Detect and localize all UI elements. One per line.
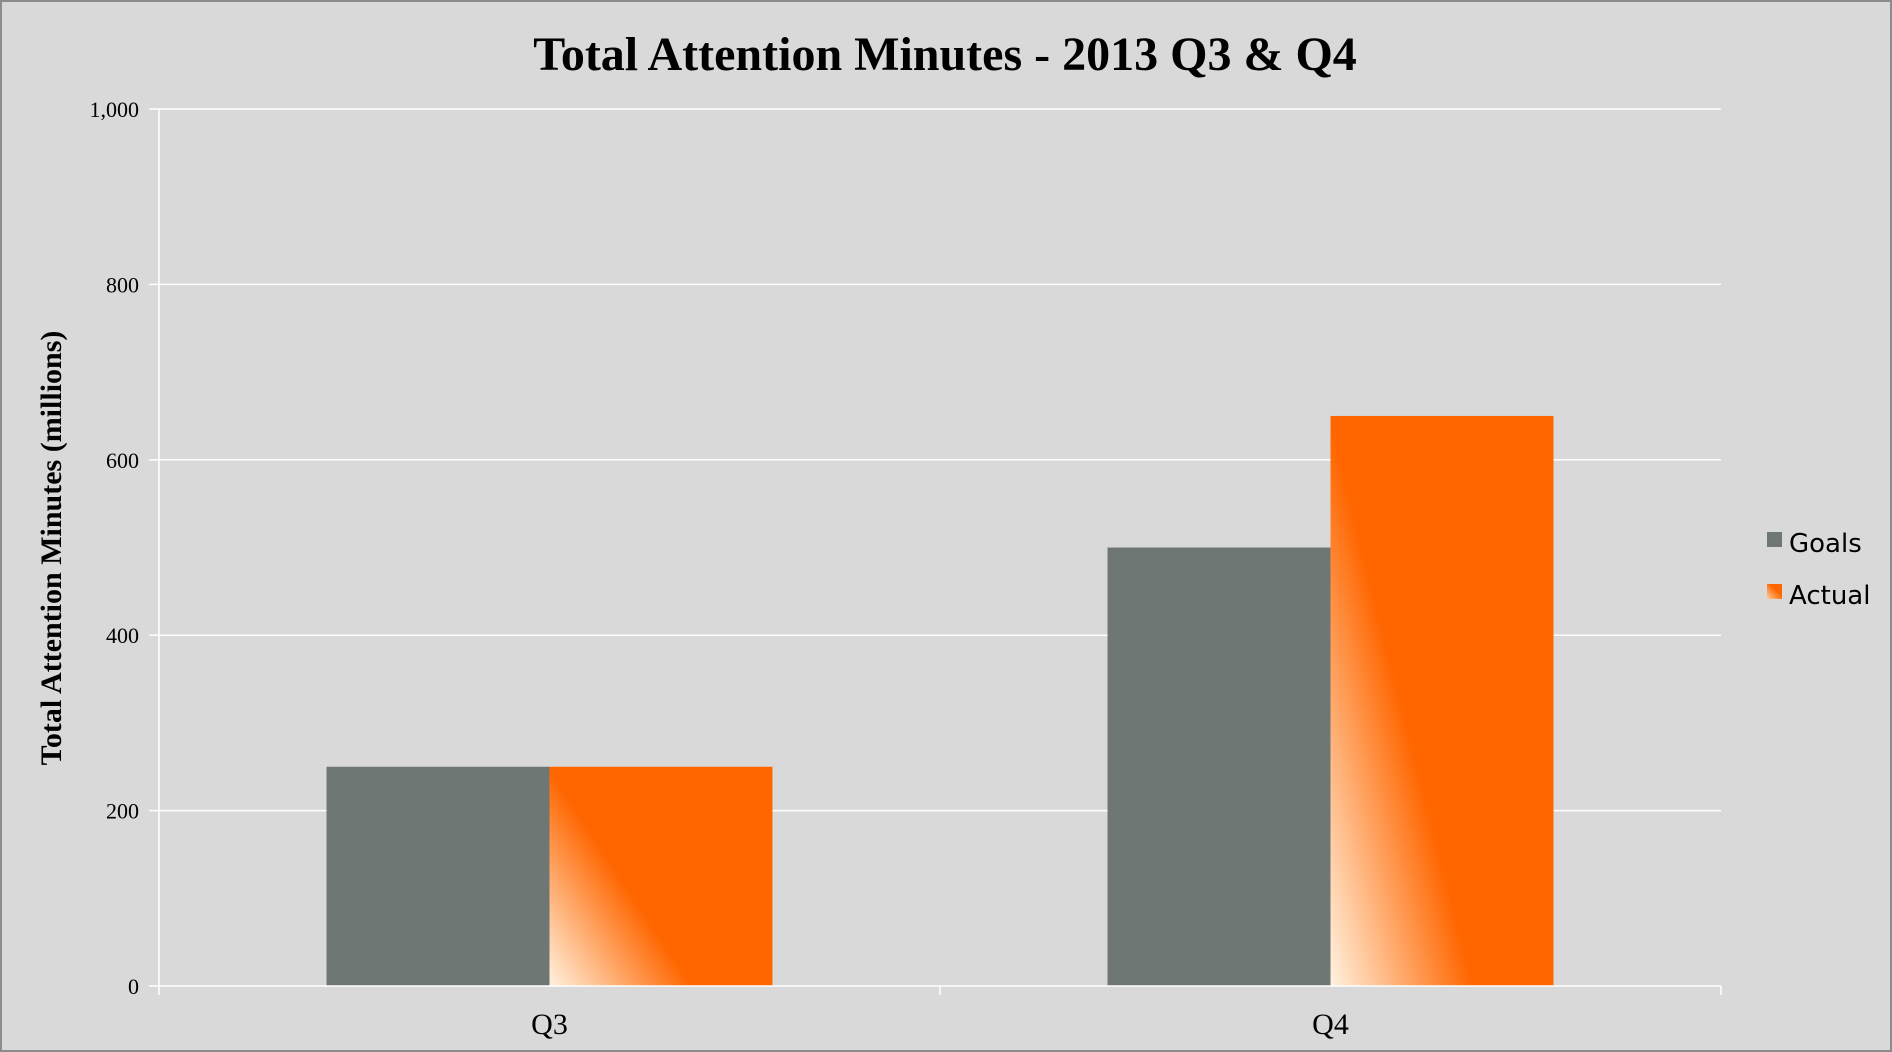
axes [158,109,1722,995]
x-tick-labels: Q3 Q4 [531,1008,1349,1041]
y-tick-label: 200 [106,799,139,824]
y-axis-label: Total Attention Minutes (millions) [35,331,68,766]
legend: Goals Actual [1767,529,1870,611]
y-tick-label: 600 [106,448,139,473]
x-tick-label: Q3 [531,1008,568,1041]
chart-title: Total Attention Minutes - 2013 Q3 & Q4 [533,28,1357,81]
y-tick-label: 400 [106,623,139,648]
bars [326,415,1554,986]
legend-label-goals: Goals [1789,529,1862,559]
bar-actual-q4 [1330,415,1554,986]
y-tick-label: 1,000 [90,97,140,122]
legend-swatch-actual [1767,584,1782,599]
y-tick-label: 800 [106,272,139,297]
bar-actual-q3 [549,766,773,986]
bar-goals-q4 [1107,547,1331,986]
bar-goals-q3 [326,766,550,986]
legend-label-actual: Actual [1789,581,1870,611]
y-tick-labels: 0 200 400 600 800 1,000 [90,97,140,999]
legend-swatch-goals [1767,532,1782,547]
x-tick-label: Q4 [1312,1008,1349,1041]
y-tick-label: 0 [128,974,139,999]
